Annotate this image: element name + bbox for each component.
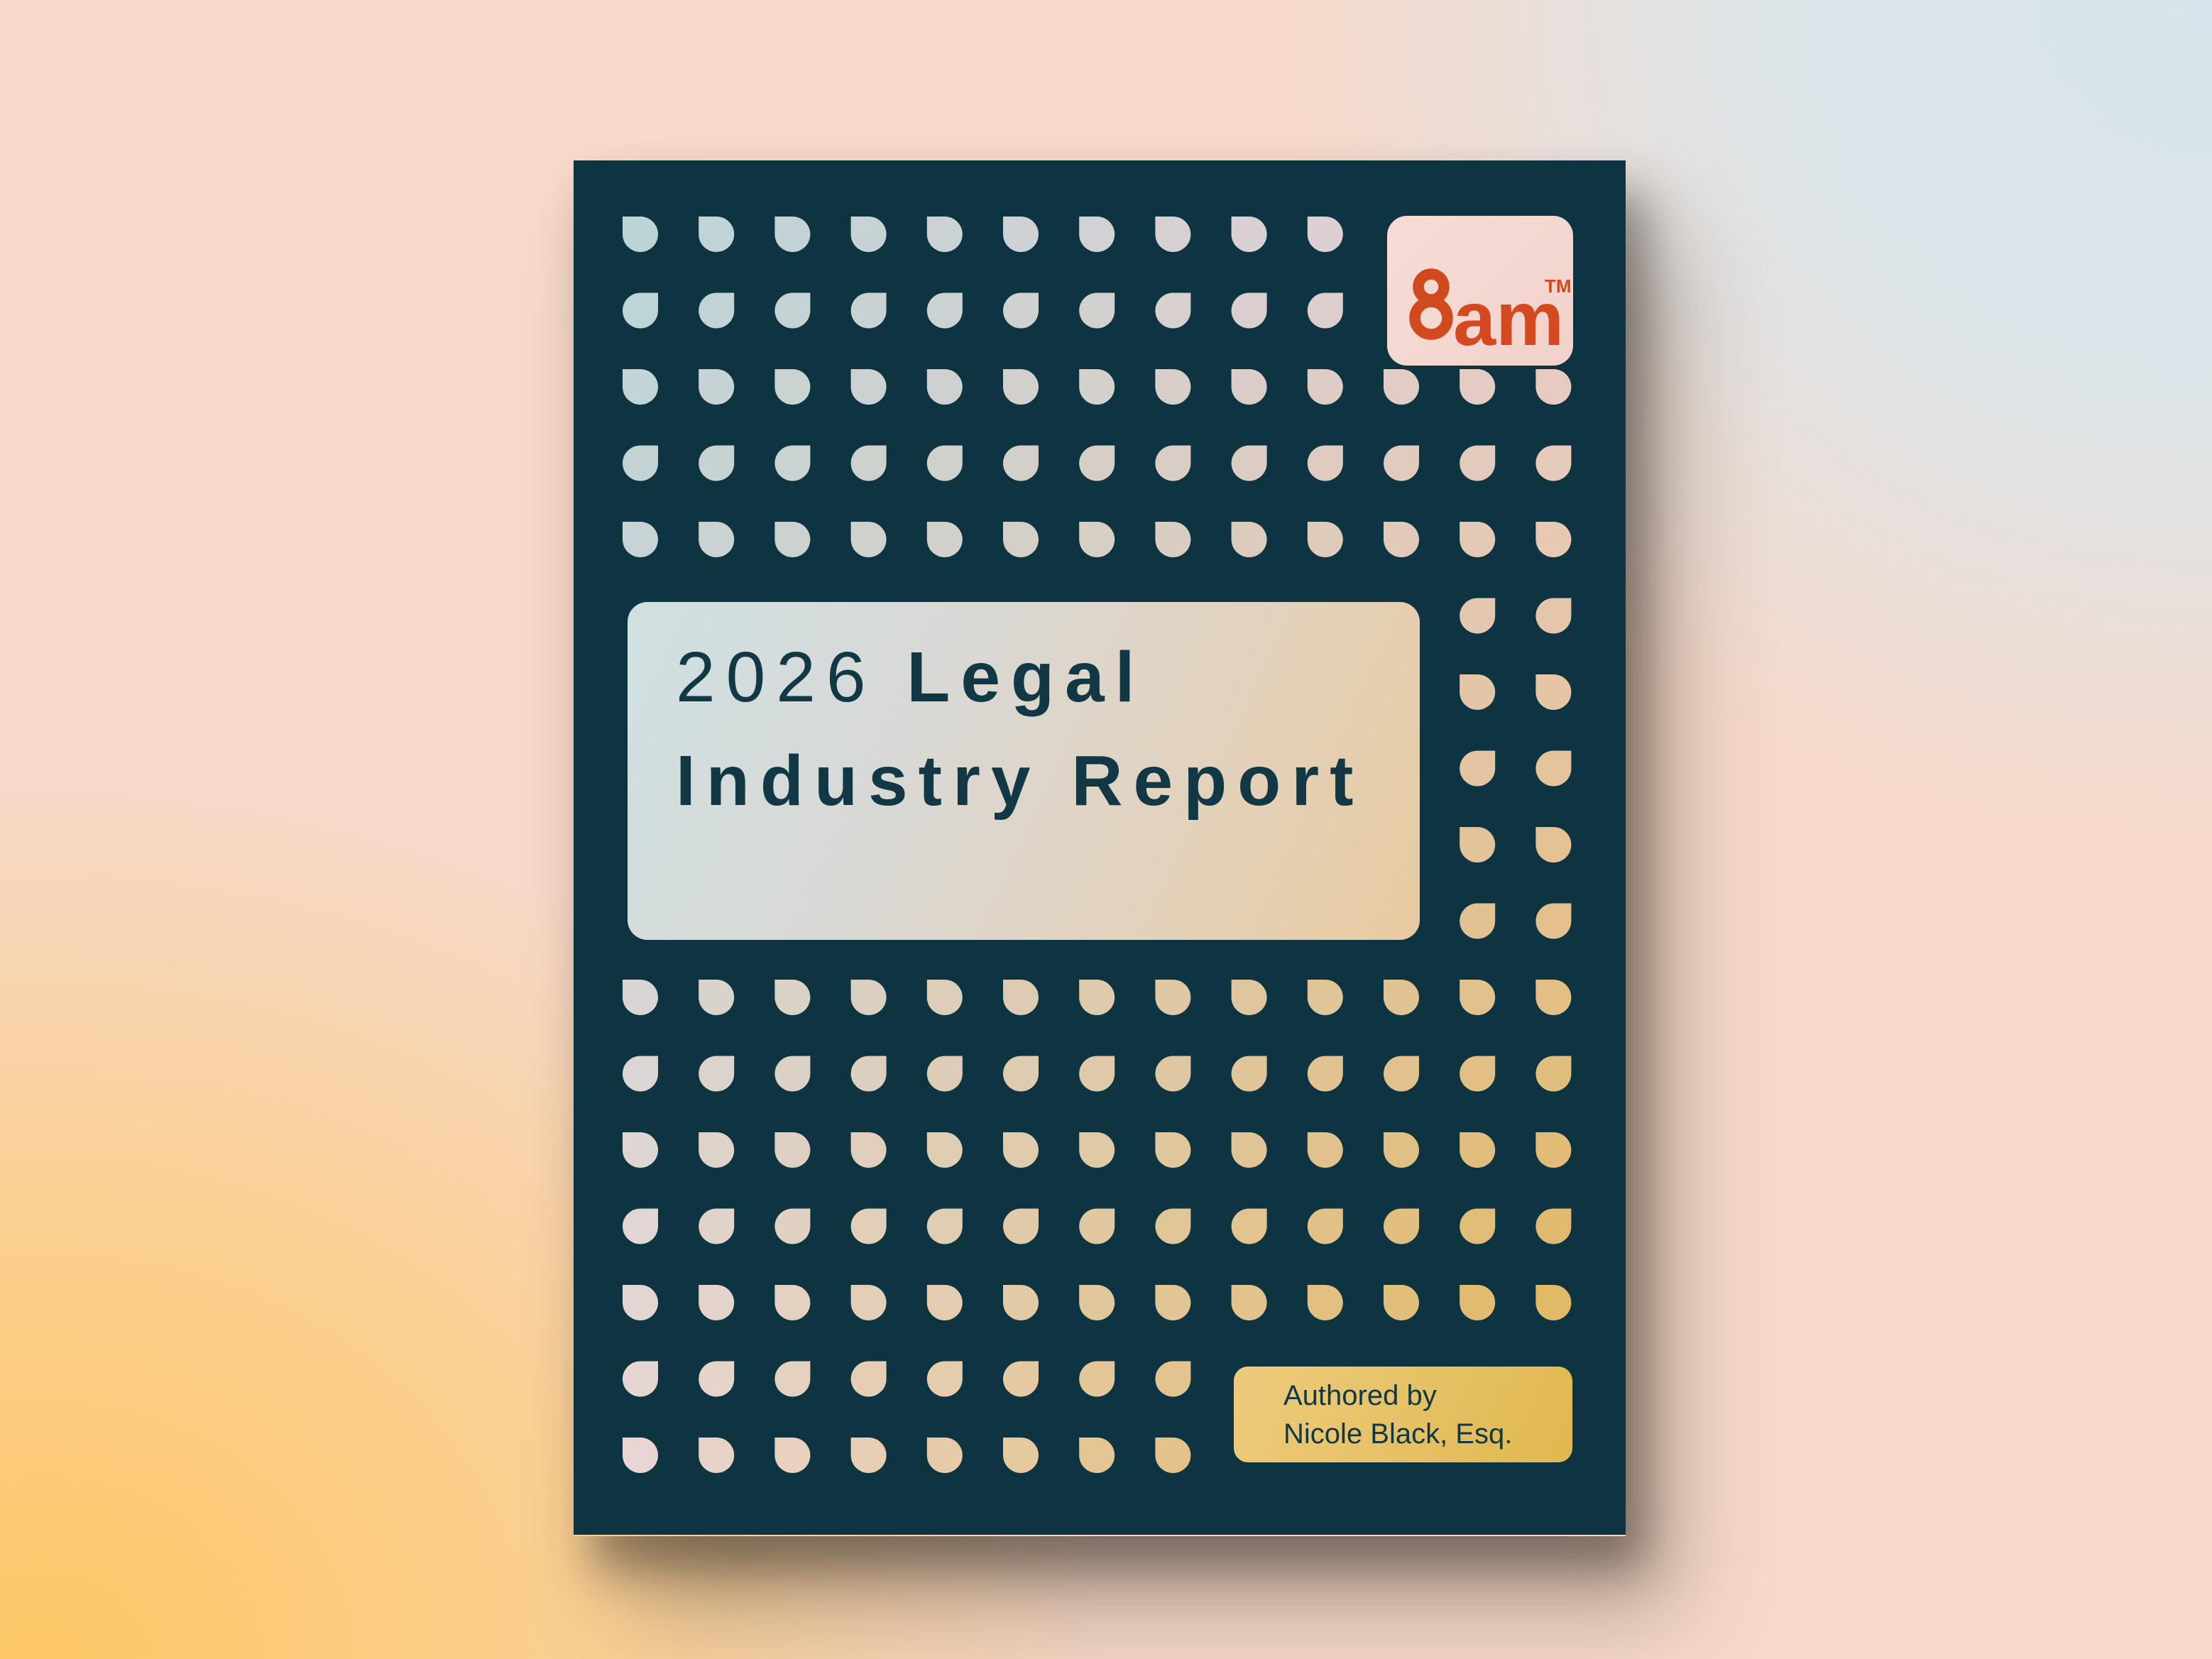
svg-text:TM: TM [1545,275,1572,297]
